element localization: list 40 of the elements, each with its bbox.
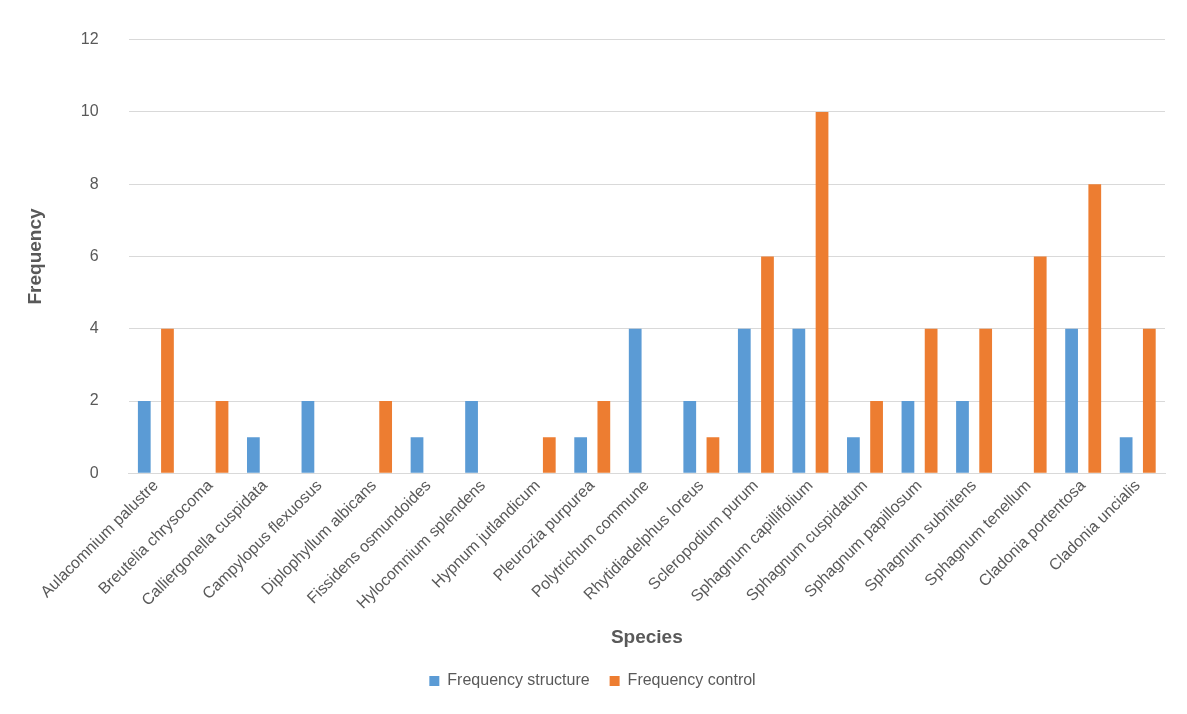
bar	[870, 401, 883, 473]
bar	[1065, 328, 1078, 473]
bar	[1088, 184, 1102, 473]
bar	[792, 328, 806, 473]
bar	[161, 328, 174, 473]
y-tick-label: 10	[80, 102, 99, 120]
bar	[1033, 256, 1047, 473]
bar	[574, 437, 588, 473]
bar	[761, 256, 774, 473]
bar	[1119, 437, 1133, 473]
bar	[901, 401, 915, 473]
y-tick-label: 4	[89, 319, 99, 337]
bar	[628, 328, 642, 473]
bar	[956, 401, 969, 473]
bar	[301, 401, 315, 473]
y-tick-label: 12	[80, 30, 99, 48]
bar	[847, 437, 860, 473]
y-tick-label: 2	[89, 391, 99, 409]
bar	[924, 328, 938, 473]
bar	[137, 401, 151, 473]
bar	[597, 401, 611, 473]
legend-label: Frequency control	[627, 671, 756, 689]
y-tick-label: 0	[89, 463, 99, 481]
bar	[979, 328, 993, 473]
x-axis-title: Species	[610, 625, 683, 647]
bar	[815, 111, 829, 473]
bar	[247, 437, 260, 473]
bar	[706, 437, 720, 473]
bar	[683, 401, 697, 473]
y-tick-label: 6	[89, 246, 99, 264]
bar	[737, 328, 751, 473]
legend-label: Frequency structure	[447, 671, 590, 689]
bar	[465, 401, 478, 473]
y-tick-label: 8	[89, 174, 99, 192]
bar	[410, 437, 424, 473]
y-axis-title: Frequency	[23, 208, 45, 305]
bar	[215, 401, 229, 473]
bar	[379, 401, 393, 473]
bar	[1142, 328, 1156, 473]
bar	[542, 437, 556, 473]
